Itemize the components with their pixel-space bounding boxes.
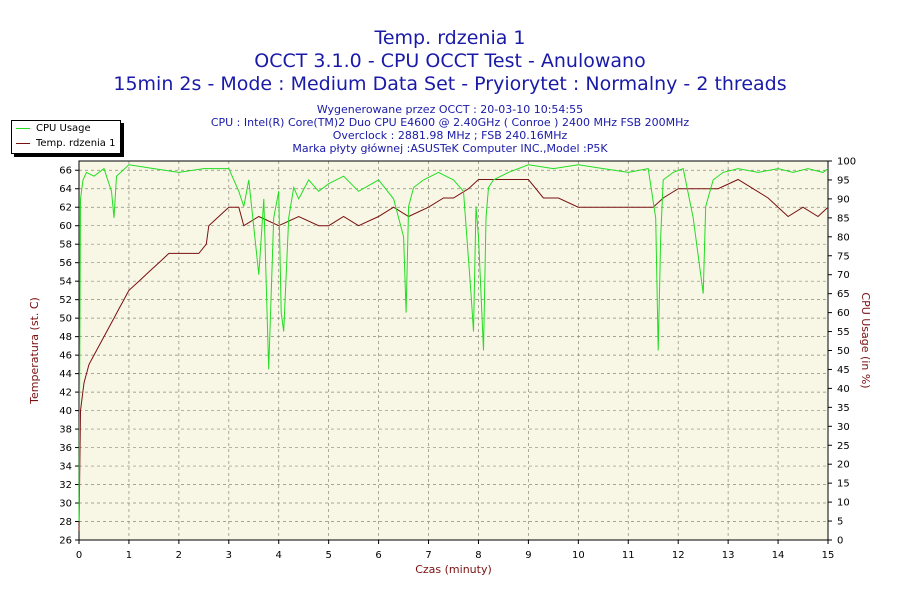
x-tick-label: 3 xyxy=(226,550,232,561)
series-line-temperature xyxy=(78,178,829,531)
y-tick-label: 42 xyxy=(59,388,72,399)
y2-tick-label: 90 xyxy=(837,194,850,205)
info-line-motherboard: Marka płyty głównej :ASUSTeK Computer IN… xyxy=(292,142,608,155)
y2-tick-label: 65 xyxy=(837,289,850,300)
x-tick-label: 2 xyxy=(176,550,182,561)
plot-area xyxy=(79,161,828,540)
y2-tick-label: 85 xyxy=(837,213,850,224)
y2-tick-label: 25 xyxy=(837,441,850,452)
y-tick-label: 50 xyxy=(59,314,72,325)
y2-tick-label: 80 xyxy=(837,232,850,243)
x-tick-label: 10 xyxy=(572,550,585,561)
y-tick-label: 56 xyxy=(59,258,72,269)
y2-tick-label: 30 xyxy=(837,422,850,433)
legend: CPU Usage Temp. rdzenia 1 xyxy=(11,120,121,154)
x-tick-label: 1 xyxy=(126,550,132,561)
y-tick-label: 44 xyxy=(59,369,72,380)
y-tick-label: 62 xyxy=(59,203,72,214)
y-tick-label: 32 xyxy=(59,480,72,491)
y-tick-label: 40 xyxy=(59,406,72,417)
info-line-overclock: Overclock : 2881.98 MHz ; FSB 240.16MHz xyxy=(332,129,568,142)
y2-tick-label: 100 xyxy=(837,157,856,168)
chart-title: Temp. rdzenia 1 xyxy=(374,27,526,49)
x-tick-label: 0 xyxy=(76,550,82,561)
y2-tick-label: 95 xyxy=(837,175,850,186)
y-tick-label: 64 xyxy=(59,184,72,195)
chart-subtitle: OCCT 3.1.0 - CPU OCCT Test - Anulowano xyxy=(254,50,646,72)
x-tick-label: 6 xyxy=(375,550,381,561)
x-tick-label: 13 xyxy=(722,550,735,561)
x-tick-label: 4 xyxy=(276,550,282,561)
legend-label-cpu-usage: CPU Usage xyxy=(36,123,91,134)
y2-tick-label: 10 xyxy=(837,498,850,509)
y2-tick-label: 35 xyxy=(837,403,850,414)
y-tick-label: 48 xyxy=(59,332,72,343)
x-tick-label: 8 xyxy=(475,550,481,561)
legend-item-temperature: Temp. rdzenia 1 xyxy=(16,138,115,151)
x-tick-label: 15 xyxy=(822,550,835,561)
y-tick-label: 28 xyxy=(59,517,72,528)
x-axis-label: Czas (minuty) xyxy=(415,563,492,576)
x-tick-label: 11 xyxy=(622,550,635,561)
y2-tick-label: 40 xyxy=(837,384,850,395)
y-tick-label: 26 xyxy=(59,536,72,547)
y2-tick-label: 15 xyxy=(837,479,850,490)
series-line-cpu-usage xyxy=(78,164,829,522)
legend-swatch-temperature xyxy=(16,142,30,144)
y2-tick-label: 55 xyxy=(837,327,850,338)
y-tick-label: 58 xyxy=(59,240,72,251)
y-tick-label: 54 xyxy=(59,277,72,288)
legend-label-temperature: Temp. rdzenia 1 xyxy=(36,138,116,149)
y2-tick-label: 5 xyxy=(837,517,843,528)
y2-tick-label: 75 xyxy=(837,251,850,262)
legend-swatch-cpu-usage xyxy=(16,127,30,129)
plot-frame xyxy=(78,160,829,541)
x-tick-label: 14 xyxy=(772,550,785,561)
y2-tick-label: 0 xyxy=(837,536,843,547)
y-tick-label: 52 xyxy=(59,295,72,306)
test-mode-line: 15min 2s - Mode : Medium Data Set - Pryi… xyxy=(113,73,787,95)
info-line-cpu: CPU : Intel(R) Core(TM)2 Duo CPU E4600 @… xyxy=(210,116,690,129)
y2-tick-label: 60 xyxy=(837,308,850,319)
y2-tick-label: 45 xyxy=(837,365,850,376)
y-tick-label: 30 xyxy=(59,499,72,510)
y2-tick-label: 70 xyxy=(837,270,850,281)
y2-tick-label: 20 xyxy=(837,460,850,471)
y-tick-label: 34 xyxy=(59,462,72,473)
legend-item-cpu-usage: CPU Usage xyxy=(16,123,91,136)
y-tick-label: 46 xyxy=(59,351,72,362)
y-tick-label: 66 xyxy=(59,166,72,177)
x-tick-label: 12 xyxy=(672,550,685,561)
info-line-generated: Wygenerowane przez OCCT : 20-03-10 10:54… xyxy=(316,103,584,116)
y2-axis-label: CPU Usage (in %) xyxy=(859,292,872,388)
y-tick-label: 38 xyxy=(59,425,72,436)
y-axis-label: Temperatura (st. C) xyxy=(28,297,41,405)
y2-tick-label: 50 xyxy=(837,346,850,357)
x-tick-label: 7 xyxy=(425,550,431,561)
y-tick-label: 36 xyxy=(59,443,72,454)
x-tick-label: 5 xyxy=(325,550,331,561)
x-tick-label: 9 xyxy=(525,550,531,561)
y-tick-label: 60 xyxy=(59,221,72,232)
